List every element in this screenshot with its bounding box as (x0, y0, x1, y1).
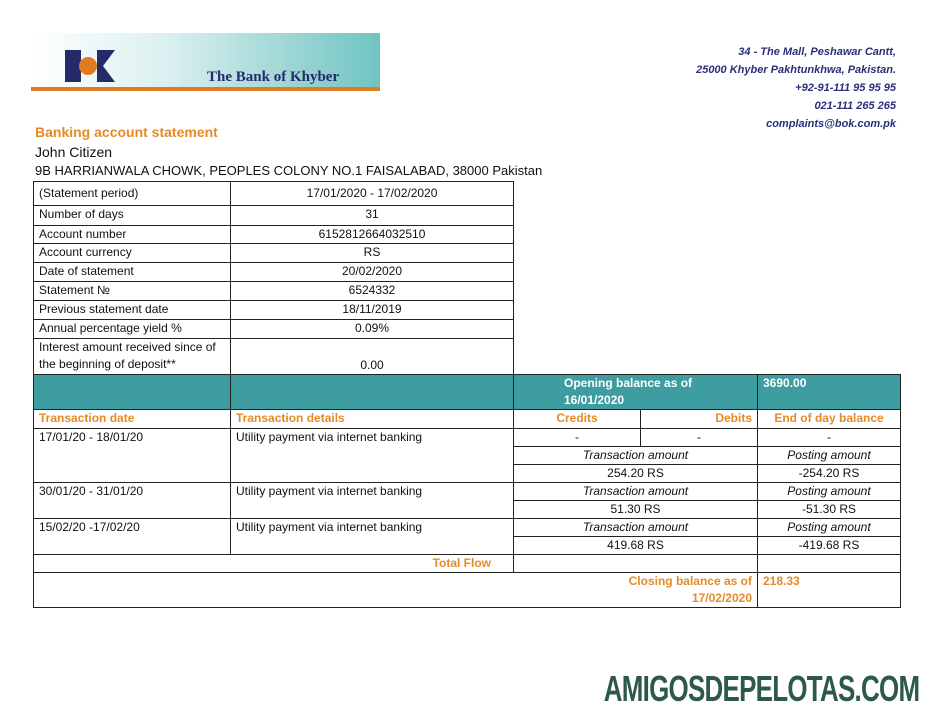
summary-label: (Statement period) (33, 181, 231, 206)
transaction-amount: 419.68 RS (513, 536, 758, 555)
phone: 021-111 265 265 (814, 100, 896, 112)
summary-label: Number of days (33, 205, 231, 226)
transaction-amount: 51.30 RS (513, 500, 758, 519)
transaction-date: 30/01/20 - 31/01/20 (33, 482, 231, 519)
col-transaction-details: Transaction details (230, 409, 514, 429)
transaction-date: 15/02/20 -17/02/20 (33, 518, 231, 555)
summary-value: 31 (230, 205, 514, 226)
total-flow-label: Total Flow (33, 554, 514, 573)
transaction-date: 17/01/20 - 18/01/20 (33, 428, 231, 483)
summary-label: Statement № (33, 281, 231, 301)
summary-label: Date of statement (33, 262, 231, 282)
posting-amount: -51.30 RS (757, 500, 901, 519)
summary-label: Previous statement date (33, 300, 231, 320)
opening-balance-label: Opening balance as of 16/01/2020 (513, 374, 758, 410)
transaction-amount-label: Transaction amount (513, 518, 758, 537)
transaction-details: Utility payment via internet banking (230, 482, 514, 519)
statement-title: Banking account statement (35, 124, 218, 140)
summary-label: Account currency (33, 243, 231, 263)
bok-logo-icon (65, 50, 115, 82)
summary-label: Interest amount received since of the be… (33, 338, 231, 375)
bank-banner: The Bank of Khyber (31, 33, 380, 91)
transaction-amount-label: Transaction amount (513, 446, 758, 465)
posting-amount-label: Posting amount (757, 518, 901, 537)
closing-balance-label: Closing balance as of 17/02/2020 (33, 572, 758, 608)
posting-amount: -254.20 RS (757, 464, 901, 483)
address-line: 25000 Khyber Pakhtunkhwa, Pakistan. (696, 64, 896, 76)
posting-amount: -419.68 RS (757, 536, 901, 555)
email: complaints@bok.com.pk (766, 118, 896, 130)
summary-value: RS (230, 243, 514, 263)
phone: +92-91-111 95 95 95 (795, 82, 896, 94)
summary-value: 17/01/2020 - 17/02/2020 (230, 181, 514, 206)
statement-table: (Statement period) 17/01/2020 - 17/02/202… (33, 181, 901, 608)
summary-value: 0.09% (230, 319, 514, 339)
transaction-details: Utility payment via internet banking (230, 428, 514, 483)
debits-value: - (640, 428, 758, 447)
opening-balance-value: 3690.00 (757, 374, 901, 410)
customer-address: 9B HARRIANWALA CHOWK, PEOPLES COLONY NO.… (35, 163, 543, 178)
summary-label: Annual percentage yield % (33, 319, 231, 339)
transaction-details: Utility payment via internet banking (230, 518, 514, 555)
balance-value: - (757, 428, 901, 447)
transaction-amount: 254.20 RS (513, 464, 758, 483)
customer-name: John Citizen (35, 144, 113, 160)
posting-amount-label: Posting amount (757, 482, 901, 501)
bank-name: The Bank of Khyber (207, 69, 340, 85)
credits-value: - (513, 428, 641, 447)
summary-value: 6524332 (230, 281, 514, 301)
transaction-amount-label: Transaction amount (513, 482, 758, 501)
summary-label: Account number (33, 225, 231, 244)
bank-address: 34 - The Mall, Peshawar Cantt, 25000 Khy… (696, 43, 896, 133)
summary-value: 18/11/2019 (230, 300, 514, 320)
posting-amount-label: Posting amount (757, 446, 901, 465)
summary-value: 0.00 (230, 338, 514, 375)
col-end-of-day-balance: End of day balance (757, 409, 901, 429)
col-credits: Credits (513, 409, 641, 429)
closing-balance-value: 218.33 (757, 572, 901, 608)
summary-value: 6152812664032510 (230, 225, 514, 244)
summary-value: 20/02/2020 (230, 262, 514, 282)
watermark: AMIGOSDEPELOTAS.COM (603, 668, 919, 709)
col-debits: Debits (640, 409, 758, 429)
address-line: 34 - The Mall, Peshawar Cantt, (738, 46, 896, 58)
col-transaction-date: Transaction date (33, 409, 231, 429)
